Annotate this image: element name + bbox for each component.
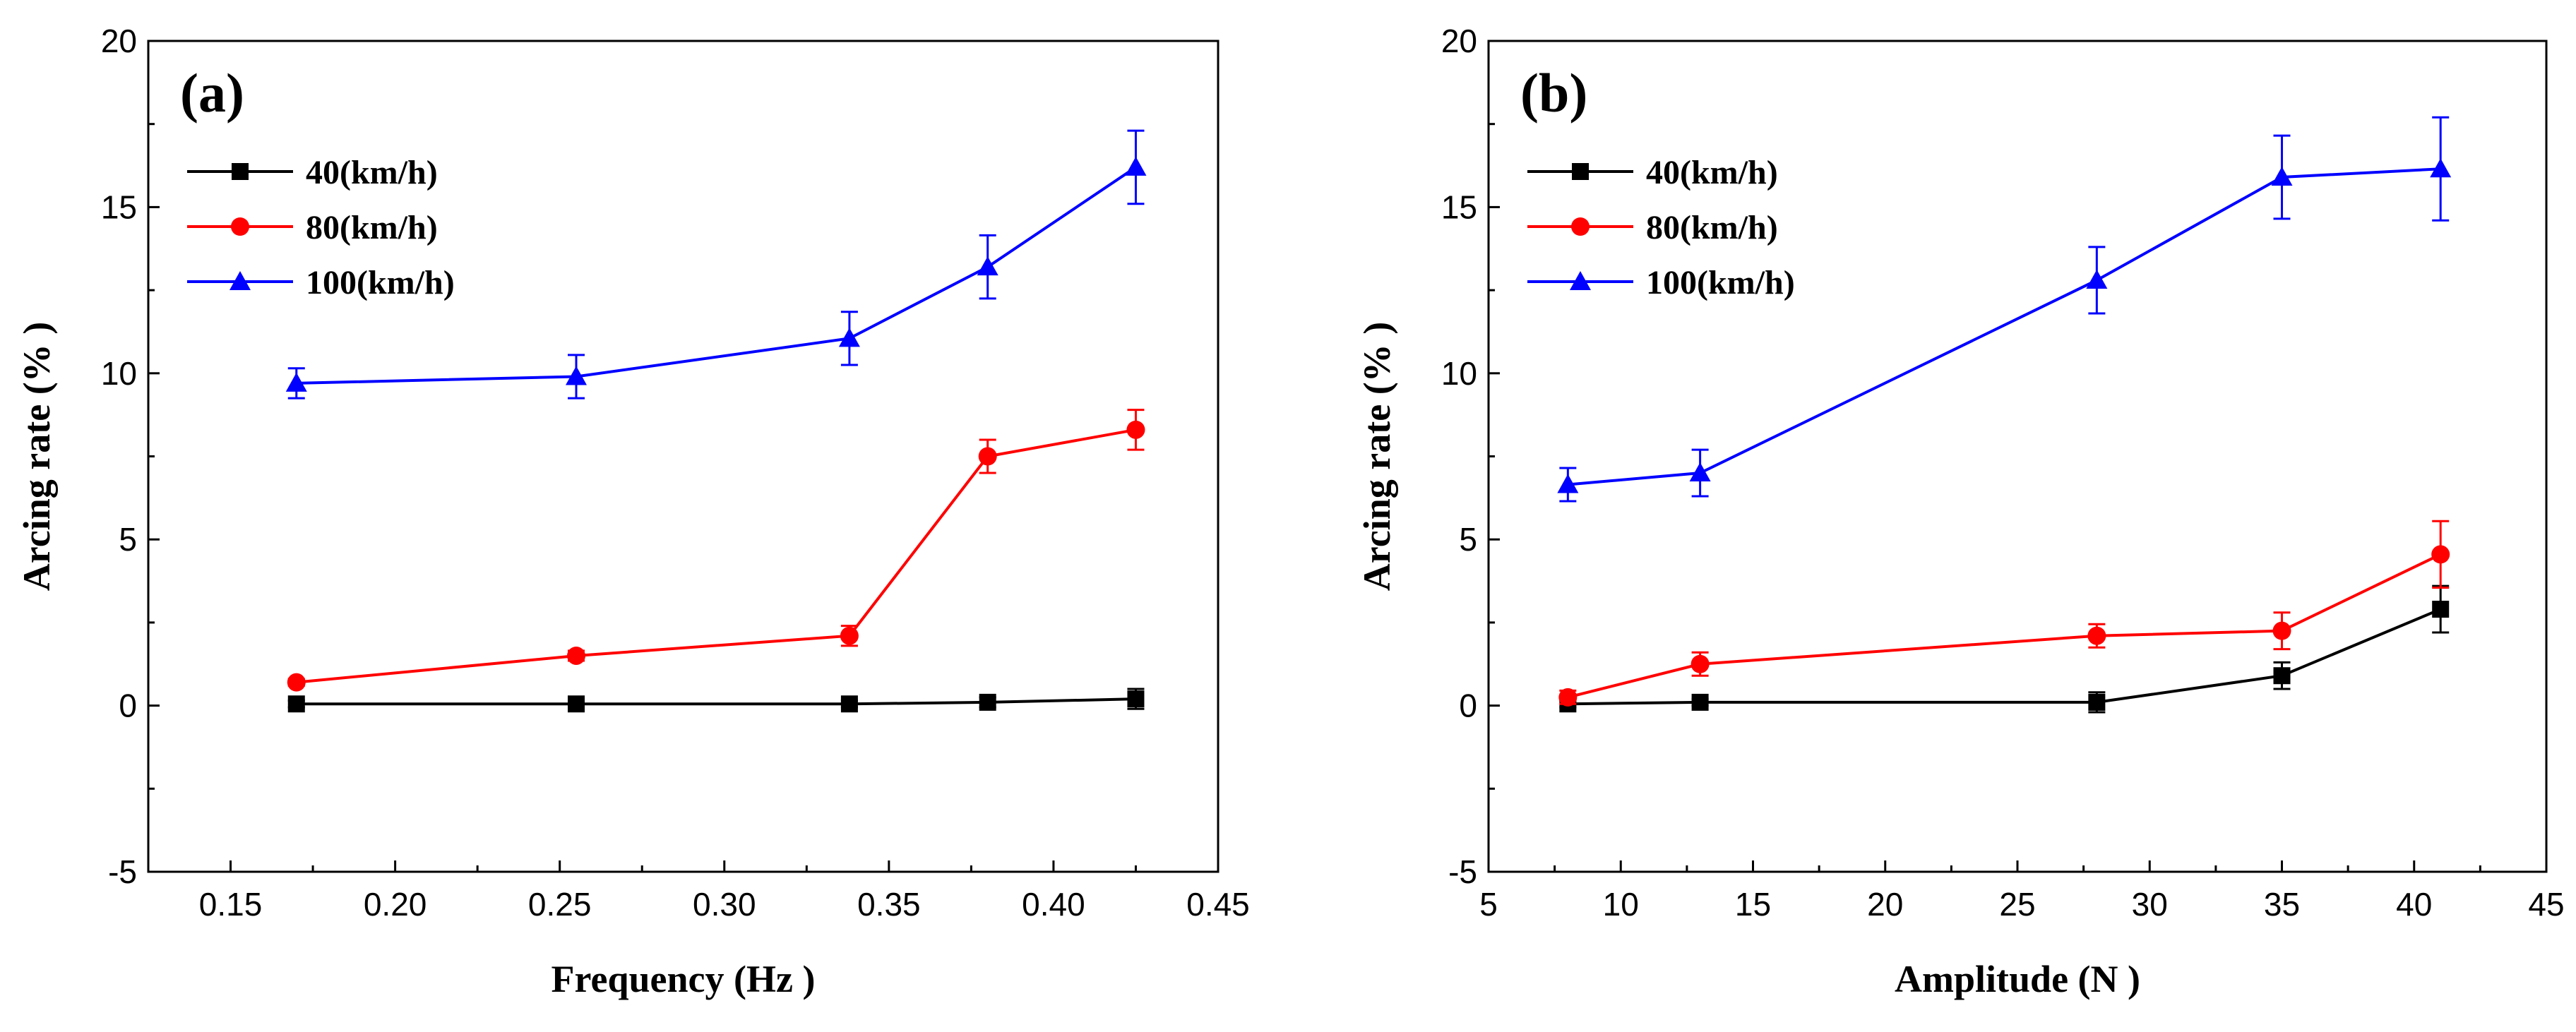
data-point-square <box>1572 163 1589 180</box>
legend-label: 40(km/h) <box>1646 154 1778 191</box>
x-axis-label: Frequency (Hz ) <box>551 958 816 1000</box>
series-100kmh <box>1557 116 2452 503</box>
y-tick-label: 0 <box>119 688 137 724</box>
legend-label: 80(km/h) <box>1646 209 1778 246</box>
data-point-square <box>232 163 249 180</box>
x-tick-label: 0.20 <box>364 886 427 923</box>
panel-label: (b) <box>1520 62 1587 124</box>
data-point-square <box>2273 667 2291 685</box>
x-tick-label: 40 <box>2396 886 2432 923</box>
data-point-circle <box>2272 621 2291 640</box>
series-40kmh <box>1559 584 2450 714</box>
y-tick-label: 10 <box>101 355 137 392</box>
y-tick-label: 20 <box>1441 23 1477 59</box>
x-tick-label: 0.35 <box>857 886 921 923</box>
data-point-circle <box>2087 626 2106 645</box>
y-tick-label: 5 <box>1459 521 1477 558</box>
series-line <box>296 697 1136 706</box>
data-point-triangle <box>1557 474 1579 493</box>
data-point-triangle <box>229 271 251 290</box>
data-point-square <box>2088 693 2106 711</box>
chart-panel-a: 0.15 0.20 0.25 0.30 0.35 0.40 0.45 -5 0 5 10 15 20 Fr… <box>16 23 1250 1000</box>
data-point-triangle <box>838 328 860 347</box>
series-80kmh <box>287 409 1145 692</box>
x-tick-label: 35 <box>2264 886 2300 923</box>
data-point-circle <box>1126 420 1145 439</box>
data-point-square <box>568 695 585 713</box>
data-point-circle <box>1690 654 1710 673</box>
data-point-circle <box>1571 217 1590 236</box>
data-point-triangle <box>2271 167 2293 186</box>
y-axis-label: Arcing rate (% ) <box>16 322 58 591</box>
x-tick-label: 15 <box>1735 886 1771 923</box>
y-tick-label: 0 <box>1459 688 1477 724</box>
series-40kmh <box>287 688 1145 713</box>
data-point-circle <box>2431 545 2450 564</box>
y-tick-label: -5 <box>108 853 137 890</box>
series-line <box>296 428 1136 684</box>
x-tick-label: 25 <box>1999 886 2035 923</box>
data-point-square <box>2432 601 2450 618</box>
x-tick-label: 10 <box>1603 886 1639 923</box>
series-100kmh <box>285 129 1147 400</box>
data-point-circle <box>567 646 585 665</box>
x-tick-label: 30 <box>2132 886 2168 923</box>
data-point-circle <box>287 673 306 692</box>
data-point-triangle <box>1570 271 1591 290</box>
x-tick-label: 0.25 <box>528 886 592 923</box>
x-tick-label: 20 <box>1867 886 1903 923</box>
legend: 40(km/h) 80(km/h) 100(km/h) <box>187 154 455 301</box>
data-point-triangle <box>1689 462 1711 482</box>
data-point-triangle <box>2430 158 2452 178</box>
chart-panel-b: 5 10 15 20 25 30 35 40 45 -5 0 5 10 15 20 Amplitude (N … <box>1356 23 2565 1000</box>
data-point-circle <box>231 217 249 236</box>
x-tick-label: 45 <box>2528 886 2564 923</box>
y-axis-label: Arcing rate (% ) <box>1356 322 1398 591</box>
data-point-triangle <box>566 366 587 385</box>
series-80kmh <box>1558 520 2450 707</box>
data-point-circle <box>840 626 859 645</box>
y-tick-label: 20 <box>101 23 137 59</box>
y-tick-label: -5 <box>1448 853 1477 890</box>
data-point-square <box>287 695 305 713</box>
legend: 40(km/h) 80(km/h) 100(km/h) <box>1527 154 1795 301</box>
data-point-triangle <box>1125 156 1147 176</box>
legend-label: 80(km/h) <box>306 209 438 246</box>
data-point-triangle <box>2086 269 2108 289</box>
legend-label: 40(km/h) <box>306 154 438 191</box>
y-tick-label: 15 <box>1441 188 1477 225</box>
legend-label: 100(km/h) <box>306 264 455 301</box>
data-point-triangle <box>977 256 998 276</box>
data-point-square <box>1127 690 1145 708</box>
y-tick-label: 5 <box>119 521 137 558</box>
x-tick-label: 0.45 <box>1186 886 1250 923</box>
y-tick-label: 10 <box>1441 355 1477 392</box>
y-tick-label: 15 <box>101 188 137 225</box>
data-point-square <box>840 695 858 713</box>
x-tick-label: 0.30 <box>693 886 756 923</box>
data-point-triangle <box>285 372 307 392</box>
legend-label: 100(km/h) <box>1646 264 1795 301</box>
panel-label: (a) <box>180 62 244 124</box>
data-point-circle <box>978 447 997 466</box>
data-point-circle <box>1558 688 1578 707</box>
data-point-square <box>979 693 996 711</box>
x-axis-label: Amplitude (N ) <box>1895 958 2140 1000</box>
x-tick-label: 5 <box>1479 886 1498 923</box>
x-tick-label: 0.40 <box>1022 886 1085 923</box>
x-tick-label: 0.15 <box>199 886 263 923</box>
data-point-square <box>1691 693 1709 711</box>
